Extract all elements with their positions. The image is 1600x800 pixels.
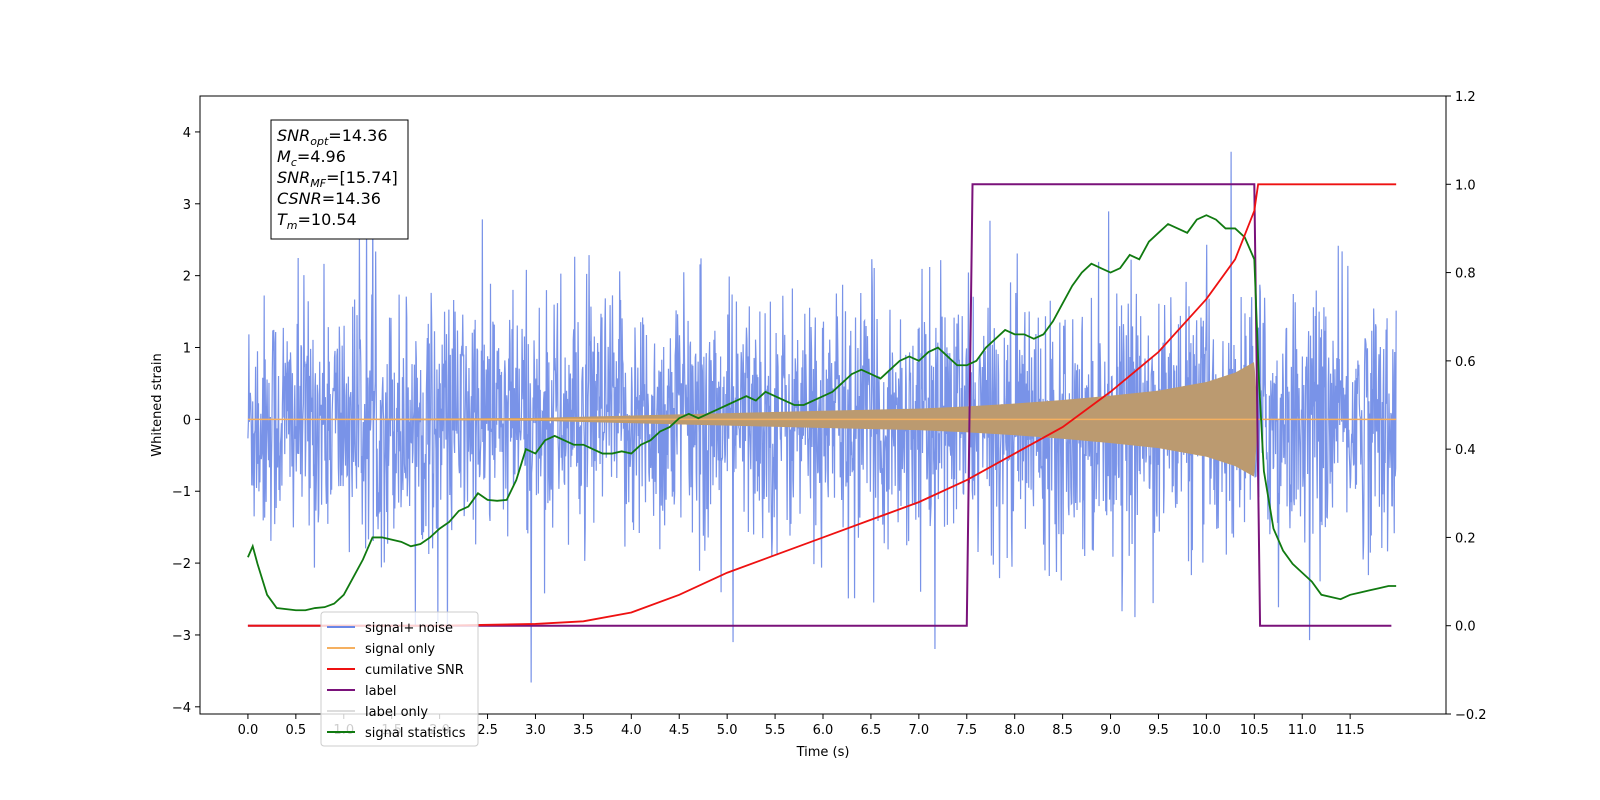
info-base: T bbox=[277, 210, 288, 229]
info-value: =4.96 bbox=[297, 147, 346, 166]
x-tick-label: 0.0 bbox=[238, 723, 259, 738]
y-left-tick-label: 0 bbox=[183, 413, 191, 428]
info-sub: c bbox=[291, 156, 297, 169]
info-sub: MF bbox=[310, 177, 326, 190]
legend-label: signal only bbox=[365, 642, 435, 657]
info-line: Mc=4.96 bbox=[277, 147, 346, 169]
series-cumulative-snr bbox=[247, 183, 1397, 627]
info-value: =14.36 bbox=[328, 126, 387, 145]
info-base: CSNR bbox=[277, 189, 322, 208]
x-tick-label: 8.5 bbox=[1052, 723, 1073, 738]
info-box: SNRopt=14.36Mc=4.96SNRMF=[15.74]CSNR=14.… bbox=[270, 119, 409, 240]
x-tick-label: 10.5 bbox=[1240, 723, 1269, 738]
y-right-tick-label: −0.2 bbox=[1455, 708, 1487, 723]
x-tick-label: 6.0 bbox=[813, 723, 834, 738]
legend-label: signal statistics bbox=[365, 726, 466, 741]
info-line: Tm=10.54 bbox=[277, 210, 357, 232]
y-left-tick-label: 1 bbox=[183, 342, 191, 357]
info-base: SNR bbox=[277, 168, 310, 187]
y-left-tick-label: −2 bbox=[172, 557, 191, 572]
y-left-tick-label: −1 bbox=[172, 485, 191, 500]
x-tick-label: 5.0 bbox=[717, 723, 738, 738]
x-tick-label: 11.5 bbox=[1336, 723, 1365, 738]
x-tick-label: 4.0 bbox=[621, 723, 642, 738]
x-axis-label: Time (s) bbox=[796, 745, 850, 760]
y-right-tick-label: 0.8 bbox=[1455, 267, 1476, 282]
x-tick-label: 3.0 bbox=[525, 723, 546, 738]
y-left-tick-label: 3 bbox=[183, 198, 191, 213]
x-tick-label: 7.0 bbox=[909, 723, 930, 738]
info-value: =10.54 bbox=[298, 210, 357, 229]
x-tick-label: 3.5 bbox=[573, 723, 594, 738]
series-label bbox=[247, 183, 1392, 627]
y-left-tick-label: 2 bbox=[183, 270, 191, 285]
y-right-tick-label: 0.2 bbox=[1455, 531, 1476, 546]
info-sub: opt bbox=[310, 135, 329, 148]
x-tick-label: 9.0 bbox=[1100, 723, 1121, 738]
y-axis-label: Whitened strain bbox=[150, 353, 165, 456]
info-box-frame bbox=[270, 119, 409, 240]
plot-area bbox=[247, 151, 1397, 683]
legend-label: signal+ noise bbox=[365, 621, 453, 636]
x-tick-label: 6.5 bbox=[861, 723, 882, 738]
info-base: M bbox=[277, 147, 291, 166]
legend-box bbox=[320, 611, 479, 747]
x-tick-label: 5.5 bbox=[765, 723, 786, 738]
y-right-tick-label: 0.6 bbox=[1455, 355, 1476, 370]
x-tick-label: 4.5 bbox=[669, 723, 690, 738]
y-right-tick-label: 1.0 bbox=[1455, 178, 1476, 193]
info-line: SNRMF=[15.74] bbox=[277, 168, 398, 190]
legend: signal+ noise signal only cumilative SNR la… bbox=[320, 611, 479, 747]
legend-label: label bbox=[365, 684, 396, 699]
info-value: =14.36 bbox=[322, 189, 381, 208]
x-tick-label: 11.0 bbox=[1288, 723, 1317, 738]
x-tick-label: 0.5 bbox=[286, 723, 307, 738]
x-tick-label: 2.5 bbox=[477, 723, 498, 738]
y-right-tick-label: 1.2 bbox=[1455, 90, 1476, 105]
x-tick-label: 7.5 bbox=[956, 723, 977, 738]
y-right-tick-label: 0.0 bbox=[1455, 620, 1476, 635]
info-line: CSNR=14.36 bbox=[277, 189, 381, 208]
y-left-tick-label: −4 bbox=[172, 701, 191, 716]
info-line: SNRopt=14.36 bbox=[277, 126, 388, 148]
x-tick-label: 9.5 bbox=[1148, 723, 1169, 738]
info-sub: m bbox=[287, 219, 298, 232]
legend-label: cumilative SNR bbox=[365, 663, 464, 678]
y-left-tick-label: 4 bbox=[183, 126, 191, 141]
x-tick-label: 8.0 bbox=[1004, 723, 1025, 738]
info-value: =[15.74] bbox=[326, 168, 398, 187]
series-signal-statistics bbox=[247, 214, 1397, 612]
info-base: SNR bbox=[277, 126, 310, 145]
legend-label: label only bbox=[365, 705, 428, 720]
y-right-tick-label: 0.4 bbox=[1455, 443, 1476, 458]
y-left-tick-label: −3 bbox=[172, 629, 191, 644]
x-tick-label: 10.0 bbox=[1192, 723, 1221, 738]
